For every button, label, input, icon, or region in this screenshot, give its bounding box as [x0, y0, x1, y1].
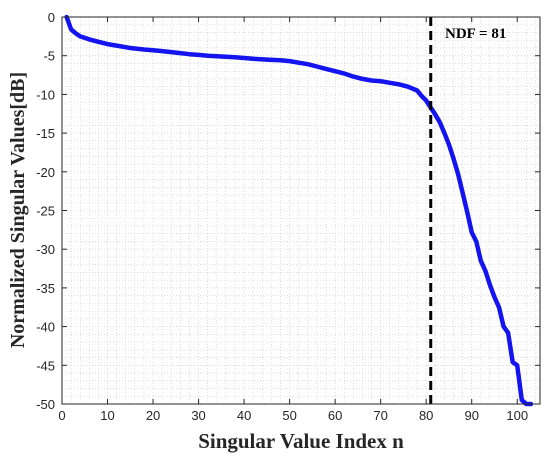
y-tick-label: -10: [36, 87, 55, 102]
y-tick-label: -45: [36, 358, 55, 373]
x-tick-label: 80: [419, 408, 433, 423]
series-group: [64, 14, 534, 407]
x-tick-label: 30: [191, 408, 205, 423]
x-tick-label: 90: [464, 408, 478, 423]
x-tick-label: 100: [506, 408, 528, 423]
y-tick-label: -20: [36, 165, 55, 180]
y-tick-label: -5: [43, 49, 55, 64]
y-axis-label: Normalized Singular Values[dB]: [7, 72, 29, 348]
y-tick-label: -40: [36, 320, 55, 335]
y-tick-label: -25: [36, 204, 55, 219]
x-axis-label: Singular Value Index n: [198, 429, 404, 453]
x-tick-label: 20: [146, 408, 160, 423]
y-tick-label: -50: [36, 397, 55, 412]
ndf-annotation: NDF = 81: [445, 26, 506, 42]
plot-frame: [61, 16, 541, 405]
y-tick-label: -30: [36, 242, 55, 257]
x-tick-label: 10: [100, 408, 114, 423]
y-tick-label: -35: [36, 281, 55, 296]
x-tick-label: 70: [373, 408, 387, 423]
series-line: [64, 14, 534, 407]
y-tick-label: -15: [36, 126, 55, 141]
x-tick-label: 0: [58, 408, 65, 423]
y-tick-label: 0: [48, 10, 55, 25]
x-tick-labels: 0 10 20 30 40 50 60 70 80 90 100: [58, 408, 528, 423]
x-tick-label: 60: [328, 408, 342, 423]
plot-area: [62, 17, 540, 404]
x-tick-label: 50: [282, 408, 296, 423]
x-tick-label: 40: [237, 408, 251, 423]
y-tick-labels: 0 -5 -10 -15 -20 -25 -30 -35 -40 -45 -50: [36, 10, 55, 412]
